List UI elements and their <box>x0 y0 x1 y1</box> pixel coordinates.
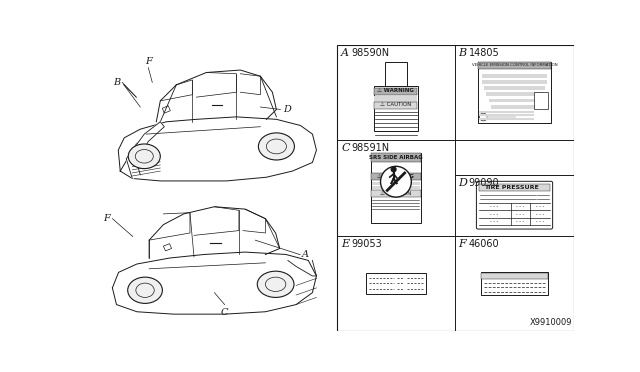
Bar <box>374 86 419 131</box>
Bar <box>481 272 548 295</box>
Text: ⚠ WARNING: ⚠ WARNING <box>378 88 414 93</box>
Text: - - -: - - - <box>516 219 525 224</box>
Text: F: F <box>145 57 152 66</box>
Text: C: C <box>341 143 349 153</box>
Text: - - -: - - - <box>516 212 525 217</box>
Text: 99053: 99053 <box>351 239 382 248</box>
Bar <box>478 62 551 69</box>
Bar <box>371 153 421 163</box>
Bar <box>492 105 538 109</box>
Text: - - -: - - - <box>490 219 499 224</box>
Text: B: B <box>113 78 120 87</box>
Bar <box>374 96 417 102</box>
Circle shape <box>381 166 412 197</box>
Text: 98590N: 98590N <box>351 48 389 58</box>
Ellipse shape <box>259 133 294 160</box>
Text: ⚠ CAUTION: ⚠ CAUTION <box>380 191 412 196</box>
Bar <box>366 273 426 294</box>
Bar <box>478 62 551 123</box>
Bar <box>371 173 421 180</box>
Bar <box>372 186 420 189</box>
Text: B: B <box>458 48 467 58</box>
Text: F: F <box>458 239 466 248</box>
Bar <box>374 88 417 95</box>
Text: 98591N: 98591N <box>351 143 389 153</box>
Text: F: F <box>103 214 110 223</box>
Bar <box>482 80 547 84</box>
Text: E: E <box>341 239 349 248</box>
Bar <box>534 92 548 109</box>
Bar <box>371 190 421 197</box>
Text: ⚠ WARNING: ⚠ WARNING <box>378 174 414 179</box>
Bar <box>490 99 540 102</box>
Text: - - -: - - - <box>536 219 545 224</box>
Bar <box>385 62 406 86</box>
Text: - - -: - - - <box>536 204 545 209</box>
Text: A: A <box>341 48 349 58</box>
Polygon shape <box>126 122 164 179</box>
FancyBboxPatch shape <box>476 181 552 229</box>
Bar <box>486 92 543 96</box>
Text: D: D <box>458 178 467 188</box>
Circle shape <box>390 166 397 173</box>
Text: C: C <box>221 308 228 317</box>
Bar <box>372 183 420 185</box>
Ellipse shape <box>128 277 163 304</box>
Text: - - -: - - - <box>490 204 499 209</box>
Bar <box>482 74 547 78</box>
Text: - - -: - - - <box>490 212 499 217</box>
Bar <box>374 102 417 109</box>
Text: - - -: - - - <box>536 212 545 217</box>
Bar <box>372 190 420 192</box>
Text: VEHICLE EMISSION CONTROL INFORMATION: VEHICLE EMISSION CONTROL INFORMATION <box>472 64 557 67</box>
Text: SRS SIDE AIRBAG: SRS SIDE AIRBAG <box>369 155 423 160</box>
Text: 14805: 14805 <box>468 48 499 58</box>
Bar <box>481 273 548 279</box>
Bar <box>484 86 545 90</box>
Text: D: D <box>283 105 291 114</box>
Ellipse shape <box>257 271 294 298</box>
Text: ⚠ CAUTION: ⚠ CAUTION <box>380 102 412 107</box>
Bar <box>479 185 550 191</box>
Text: 46060: 46060 <box>468 239 499 248</box>
Bar <box>337 45 575 331</box>
Text: X9910009: X9910009 <box>529 318 572 327</box>
Text: TIRE PRESSURE: TIRE PRESSURE <box>484 185 539 190</box>
Text: - - -: - - - <box>516 204 525 209</box>
Text: 99090: 99090 <box>468 178 499 188</box>
Bar <box>371 153 421 222</box>
Text: A: A <box>301 250 308 259</box>
Ellipse shape <box>128 144 160 169</box>
